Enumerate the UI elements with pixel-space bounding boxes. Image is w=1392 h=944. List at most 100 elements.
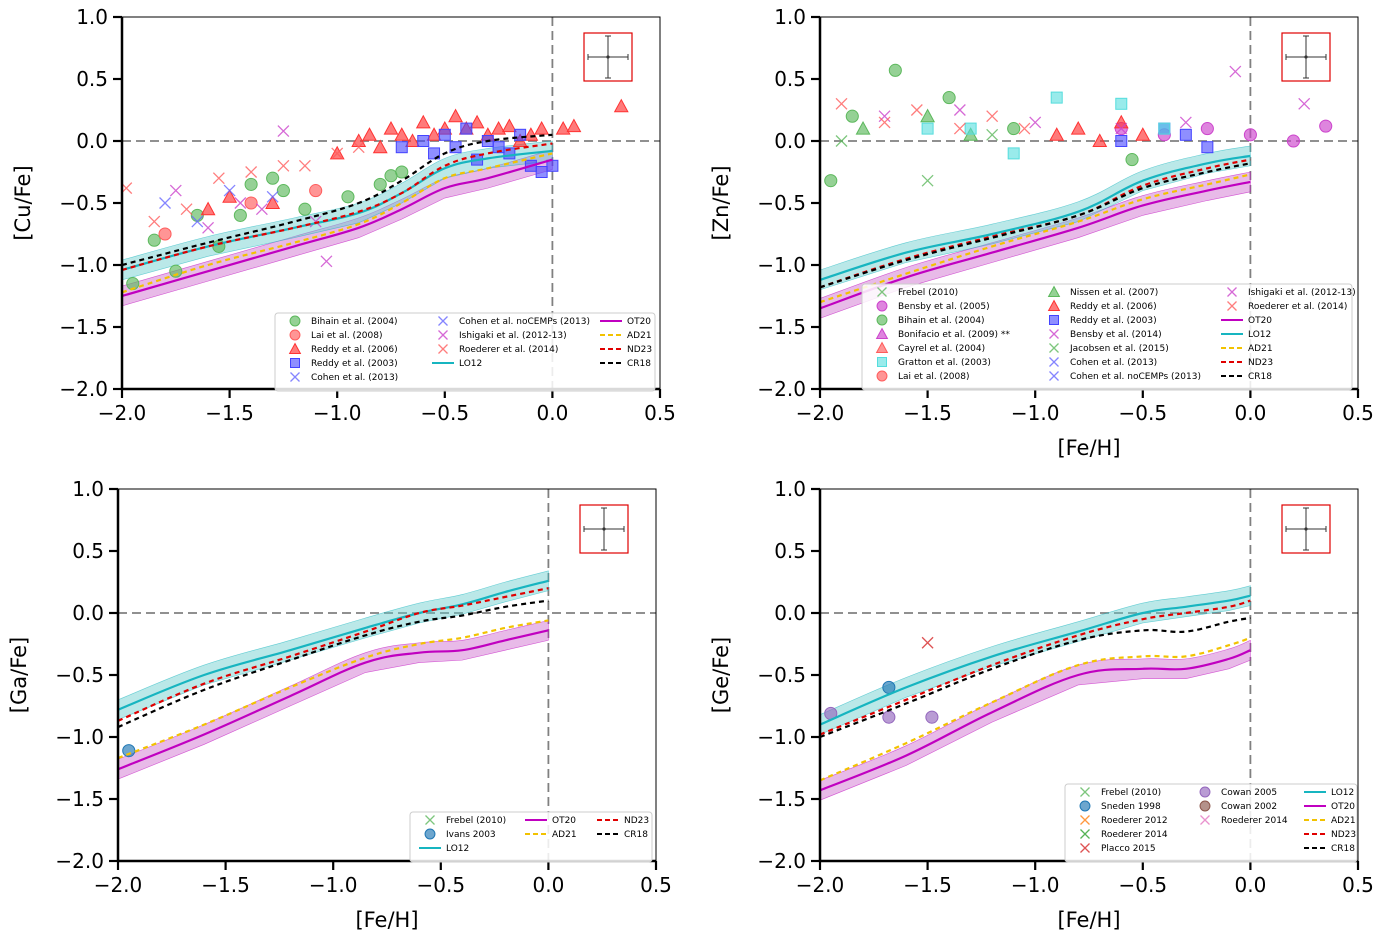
legend-label: OT20: [627, 317, 651, 327]
data-point: [200, 201, 216, 216]
data-point: [1115, 97, 1128, 110]
legend-marker: [1049, 343, 1059, 353]
legend-label: CR18: [627, 359, 651, 369]
y-tick-label: −1.5: [757, 787, 806, 811]
y-tick-label: 0.0: [72, 601, 104, 625]
x-tick: −2.0: [94, 861, 143, 897]
y-tick-label: −0.5: [59, 191, 108, 215]
y-tick: 1.0: [72, 477, 118, 501]
x-tick-label: −1.0: [309, 873, 358, 897]
legend-marker: [877, 287, 887, 297]
legend-marker: [1049, 315, 1059, 325]
legend-item: Cohen et al. noCEMPs (2013): [438, 316, 590, 327]
data-point: [878, 110, 891, 123]
x-tick-label: −0.5: [1119, 873, 1168, 897]
data-point: [1229, 65, 1242, 78]
y-tick-label: −0.5: [757, 663, 806, 687]
legend-item: Bihain et al. (2004): [289, 315, 398, 327]
data-point: [222, 189, 238, 203]
data-point: [169, 184, 182, 197]
x-axis-label: [Fe/H]: [1057, 436, 1120, 460]
data-point: [964, 122, 977, 135]
data-point: [460, 122, 473, 135]
data-point: [534, 120, 550, 135]
legend-item: LO12: [432, 359, 482, 369]
data-point: [266, 171, 280, 185]
data-point: [298, 159, 311, 172]
data-point: [383, 120, 399, 135]
band-LO12: [820, 585, 1251, 735]
y-tick: −0.5: [59, 191, 122, 215]
data-point: [491, 120, 507, 135]
legend-label: LO12: [1248, 330, 1271, 340]
data-point: [942, 91, 956, 105]
x-tick: −1.0: [1011, 861, 1059, 897]
legend-label: Cowan 2005: [1221, 788, 1277, 798]
legend-label: Reddy et al. (2003): [1070, 316, 1157, 326]
x-tick: 0.5: [644, 389, 676, 425]
x-tick-label: −1.5: [205, 401, 254, 425]
legend-item: LO12: [419, 844, 469, 854]
legend-label: OT20: [552, 816, 576, 826]
legend-item: Cohen et al. (2013): [290, 372, 398, 383]
series-OT20: [820, 180, 1251, 310]
legend-item: AD21: [600, 331, 652, 341]
y-tick: −2.0: [757, 377, 820, 401]
x-tick-label: −2.0: [94, 873, 143, 897]
data-point: [555, 120, 571, 135]
data-point: [921, 122, 934, 135]
legend-label: CR18: [1331, 844, 1355, 854]
legend-item: Frebel (2010): [1080, 787, 1161, 798]
data-point: [888, 63, 902, 77]
legend-item: Reddy et al. (2003): [1049, 315, 1157, 326]
data-point: [415, 114, 431, 129]
data-point: [503, 147, 516, 160]
data-point: [394, 127, 410, 141]
data-point: [148, 215, 161, 228]
data-point: [1113, 114, 1129, 129]
x-tick: 0.5: [1342, 861, 1374, 897]
legend-item: CR18: [1221, 372, 1272, 382]
legend-marker: [1200, 815, 1210, 825]
y-tick: 1.0: [76, 5, 122, 29]
data-point: [309, 215, 322, 228]
y-tick-label: 0.0: [774, 129, 806, 153]
legend-item: Bensby et al. (2014): [1049, 329, 1162, 340]
data-point: [191, 215, 204, 228]
y-tick-label: 0.5: [76, 67, 108, 91]
series-LO12: [820, 154, 1251, 281]
y-tick-label: 0.5: [774, 67, 806, 91]
data-point: [147, 233, 161, 247]
error-bar-box: [1281, 504, 1331, 554]
data-point: [566, 118, 582, 133]
legend-item: Roederer 2014: [1080, 829, 1168, 840]
data-point: [986, 128, 999, 141]
x-tick: −0.5: [1119, 389, 1167, 425]
y-tick: 0.5: [774, 67, 820, 91]
legend-label: ND23: [1248, 358, 1273, 368]
legend-marker: [876, 314, 888, 326]
x-tick-label: −1.0: [313, 401, 362, 425]
y-tick: 0.0: [72, 601, 118, 625]
series-OT20: [820, 649, 1251, 792]
legend-label: Frebel (2010): [446, 816, 506, 826]
data-point: [845, 109, 859, 123]
legend-item: Roederer et al. (2014): [438, 344, 558, 355]
data-point: [277, 125, 290, 138]
legend-item: Lai et al. (2008): [289, 329, 382, 341]
legend-marker: [1080, 787, 1090, 797]
data-point: [1049, 127, 1065, 141]
legend-label: Roederer et al. (2014): [459, 345, 558, 355]
x-tick-label: 0.5: [1342, 873, 1374, 897]
legend-item: Roederer et al. (2014): [1227, 301, 1347, 312]
legend-label: Roederer 2014: [1221, 816, 1288, 826]
legend: Bihain et al. (2004) Lai et al. (2008) Red…: [274, 312, 656, 392]
x-axis-label: [Fe/H]: [1057, 908, 1120, 932]
data-point: [1115, 135, 1128, 147]
legend-item: Bihain et al. (2004): [876, 314, 985, 326]
series-AD21: [820, 636, 1251, 782]
legend-label: Lai et al. (2008): [898, 372, 969, 382]
legend-label: Cohen et al. noCEMPs (2013): [459, 317, 590, 327]
legend-label: AD21: [1331, 816, 1356, 826]
x-tick: −1.5: [201, 861, 250, 897]
